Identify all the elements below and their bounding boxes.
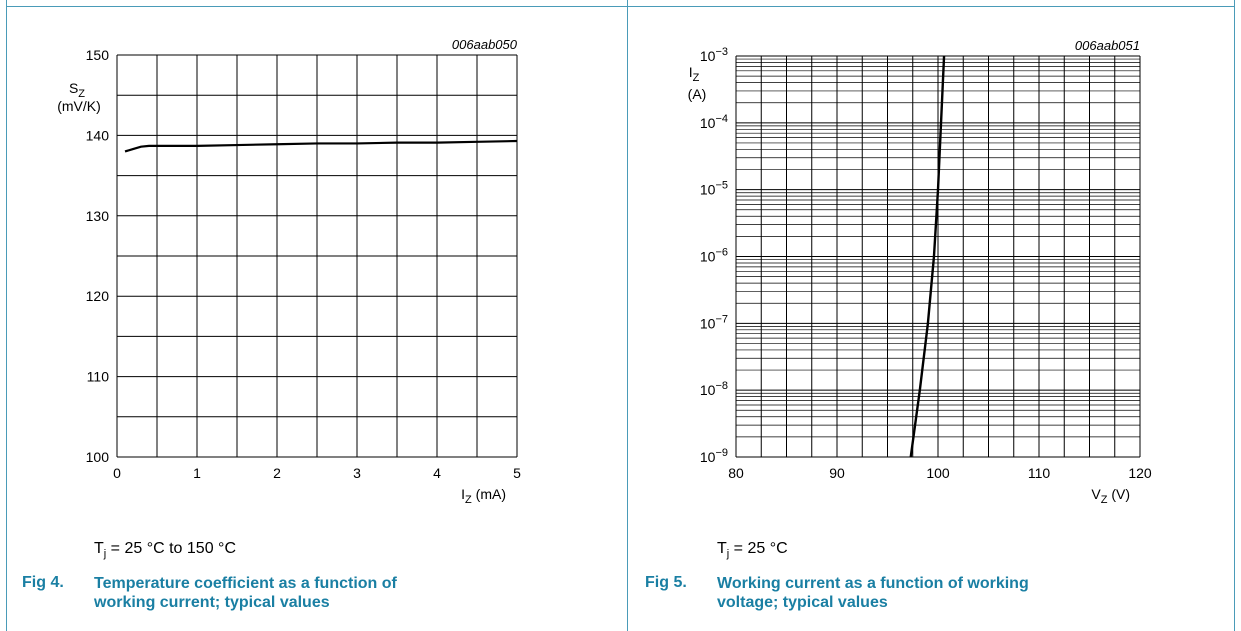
condition-right-prefix: T: [717, 540, 727, 557]
left-frame-line: [6, 0, 7, 631]
x-tick-label: 100: [926, 465, 950, 481]
fig-caption-right: Working current as a function of working…: [717, 574, 1029, 612]
series-line: [909, 55, 946, 458]
chart-temperature-coefficient: 0 1 2 3 4 5 100 110 120 130 140 150 SZ(mV/K) IZ (mA) 0…: [57, 37, 521, 506]
fig-caption-left: Temperature coefficient as a function of…: [94, 574, 397, 612]
x-tick-label: 90: [829, 465, 845, 481]
y-tick-label: 10−3: [700, 46, 728, 64]
x-tick-label: 110: [1028, 465, 1051, 481]
x-tick-label: 5: [513, 465, 521, 481]
condition-right: Tj = 25 °C: [717, 540, 788, 560]
y-tick-label: 10−4: [700, 113, 728, 131]
y-tick-label: 130: [86, 208, 110, 224]
y-tick-label: 120: [86, 288, 110, 304]
fig-caption-left-line2: working current; typical values: [94, 594, 330, 611]
y-tick-label: 10−9: [700, 447, 728, 465]
x-tick-label: 1: [193, 465, 201, 481]
x-tick-label: 0: [113, 465, 121, 481]
x-tick-label: 2: [273, 465, 281, 481]
x-axis-label: VZ (V): [1091, 486, 1130, 506]
condition-left-sub: j: [103, 548, 107, 561]
y-tick-label: 150: [86, 47, 110, 63]
top-frame-line: [6, 6, 1234, 7]
series-line: [124, 139, 518, 153]
y-tick-label: 10−8: [700, 380, 728, 398]
y-axis-label: IZ: [689, 64, 700, 84]
condition-right-sub: j: [726, 548, 730, 561]
y-axis-label: SZ: [69, 80, 85, 100]
y-tick-label: 10−5: [700, 180, 728, 198]
condition-left: Tj = 25 °C to 150 °C: [94, 540, 236, 560]
right-frame-line: [1234, 0, 1235, 631]
y-axis-unit: (mV/K): [57, 98, 101, 114]
y-tick-label: 140: [86, 127, 110, 143]
x-tick-label: 3: [353, 465, 361, 481]
condition-right-rest: = 25 °C: [729, 540, 788, 557]
y-tick-label: 10−7: [700, 313, 728, 331]
fig-number-left: Fig 4.: [22, 574, 64, 591]
y-tick-label: 110: [87, 369, 110, 385]
y-axis-unit: (A): [688, 86, 707, 102]
x-tick-label: 120: [1128, 465, 1152, 481]
condition-left-prefix: T: [94, 540, 104, 557]
fig-caption-right-line2: voltage; typical values: [717, 594, 888, 611]
x-axis-label: IZ (mA): [461, 486, 506, 506]
center-divider-line: [627, 0, 628, 631]
condition-left-rest: = 25 °C to 150 °C: [106, 540, 236, 557]
y-tick-label: 10−6: [700, 247, 728, 265]
fig-caption-right-line1: Working current as a function of working: [717, 575, 1029, 592]
y-tick-label: 100: [86, 449, 110, 465]
x-tick-label: 80: [728, 465, 744, 481]
chart-working-current: 80 90 100 110 120 10−9 10−8 10−7 10−6 10−5 10−4 10−…: [688, 38, 1152, 506]
figure-id-label: 006aab050: [452, 37, 518, 52]
fig-number-right: Fig 5.: [645, 574, 687, 591]
x-tick-label: 4: [433, 465, 441, 481]
figure-id-label: 006aab051: [1075, 38, 1140, 53]
fig-caption-left-line1: Temperature coefficient as a function of: [94, 575, 397, 592]
